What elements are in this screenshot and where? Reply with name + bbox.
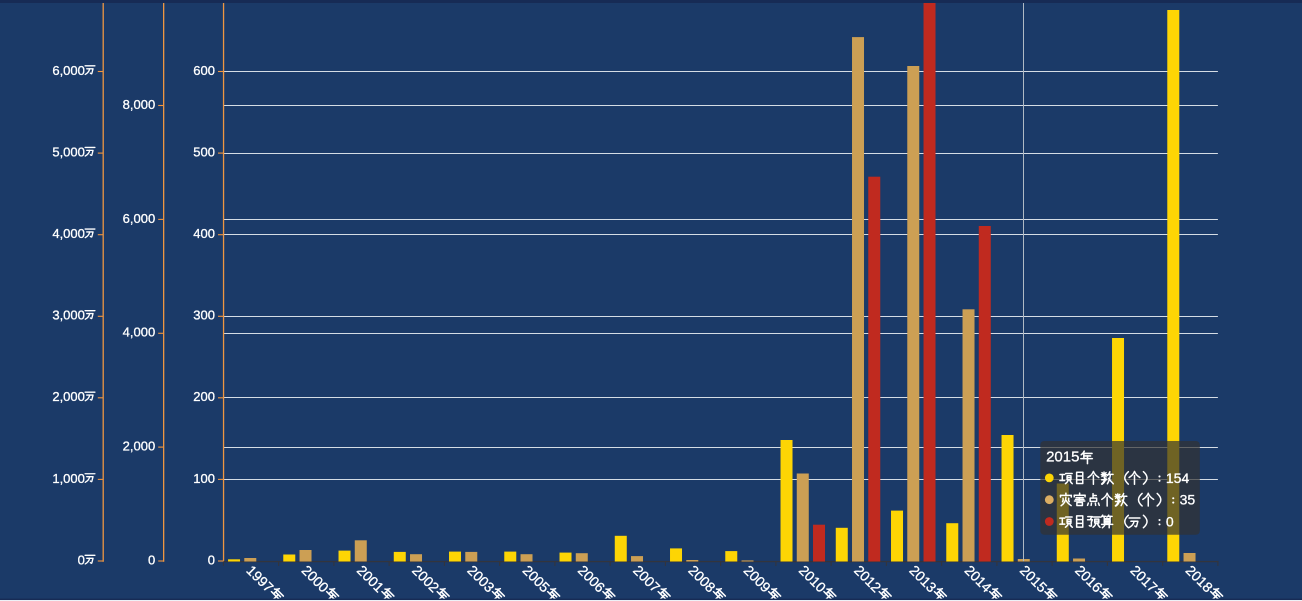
svg-text:35: 35 [1180,492,1196,508]
svg-text:300: 300 [193,308,215,323]
svg-text:6,000: 6,000 [123,211,156,226]
svg-text:2015: 2015 [1046,448,1079,465]
svg-text:400: 400 [193,226,215,241]
svg-text:0: 0 [1166,514,1174,530]
svg-text:2,000: 2,000 [123,439,156,454]
svg-text:4,000: 4,000 [123,325,156,340]
svg-text:1,000: 1,000 [52,471,85,486]
svg-text:0: 0 [208,552,215,567]
svg-text:3,000: 3,000 [52,308,85,323]
svg-text:200: 200 [193,389,215,404]
svg-text:4,000: 4,000 [52,226,85,241]
svg-text:500: 500 [193,145,215,160]
svg-text:8,000: 8,000 [123,97,156,112]
svg-text:6,000: 6,000 [52,63,85,78]
svg-text:2,000: 2,000 [52,389,85,404]
svg-text:100: 100 [193,471,215,486]
svg-text:154: 154 [1166,470,1190,486]
svg-text:600: 600 [193,63,215,78]
svg-text:0: 0 [148,552,155,567]
svg-text:0: 0 [78,552,85,567]
svg-text:5,000: 5,000 [52,145,85,160]
